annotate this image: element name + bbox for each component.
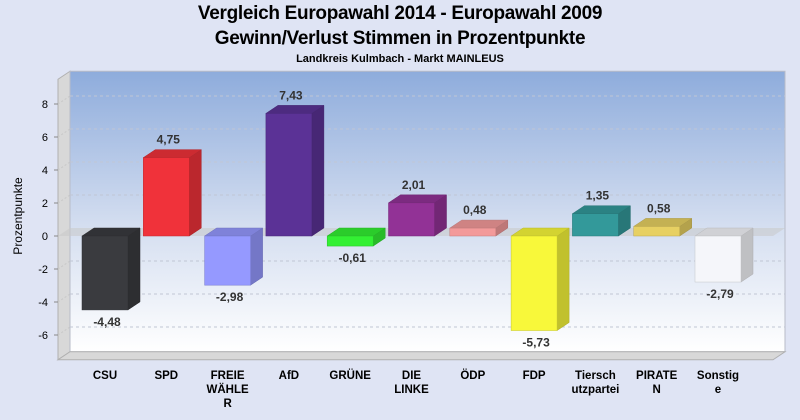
gridline-side — [57, 95, 71, 105]
value-label: 4,75 — [157, 133, 181, 147]
value-label: -4,48 — [93, 315, 121, 329]
value-label: -5,73 — [522, 336, 550, 350]
category-label: N — [653, 384, 661, 396]
bar-spd — [142, 149, 203, 237]
bar-sonstige — [694, 227, 754, 283]
category-label: e — [715, 384, 721, 396]
gridline-side — [57, 326, 71, 336]
y-tick-label: 4 — [42, 165, 48, 177]
bar-side — [311, 104, 325, 237]
bar-front — [265, 113, 313, 237]
chart-title: Vergleich Europawahl 2014 - Europawahl 2… — [197, 3, 603, 24]
bar-front — [143, 157, 190, 237]
gridline-side — [57, 161, 71, 171]
bar-piraten — [632, 217, 693, 237]
bar-front — [326, 235, 374, 247]
category-label: SPD — [154, 370, 178, 382]
y-tick-label: -6 — [38, 330, 48, 342]
bar-side — [127, 227, 141, 311]
bar-tierschutzpartei — [571, 205, 632, 237]
gridline-side — [57, 260, 71, 270]
category-label: Tiersch — [575, 370, 616, 382]
value-label: 7,43 — [279, 88, 303, 102]
category-label: LINKE — [394, 384, 429, 396]
bar-grüne — [326, 227, 387, 247]
bar-afd — [265, 104, 325, 237]
category-label: AfD — [279, 370, 299, 382]
y-tick-label: 8 — [42, 99, 48, 111]
y-tick-label: 6 — [42, 132, 48, 144]
bar-side — [189, 149, 202, 237]
side-wall — [57, 70, 71, 361]
y-tick-label: 2 — [42, 198, 48, 210]
bar-front — [633, 226, 680, 237]
chart-location: Landkreis Kulmbach - Markt MAINLEUS — [296, 53, 504, 65]
category-label: DIE — [402, 370, 422, 382]
value-label: -2,98 — [216, 290, 244, 304]
category-label: PIRATE — [636, 370, 678, 382]
category-label: utzpartei — [571, 384, 619, 396]
chart-subtitle: Gewinn/Verlust Stimmen in Prozentpunkte — [214, 28, 586, 49]
floor — [56, 351, 787, 361]
y-axis-ticks: 8 6 4 2 0 -2 -4 -6 — [38, 99, 58, 342]
bar-front — [388, 202, 435, 237]
category-label: Sonstig — [697, 370, 739, 382]
bar-side — [556, 227, 570, 332]
value-label: -2,79 — [706, 287, 734, 301]
value-label: -0,61 — [339, 251, 367, 265]
bar-ödp — [448, 219, 509, 237]
gridline-side — [57, 128, 71, 138]
y-axis-label: Prozentpunkte — [11, 177, 25, 255]
y-tick-label: -4 — [38, 297, 48, 309]
category-label: FREIE — [211, 370, 245, 382]
category-label: ÖDP — [460, 369, 485, 382]
gridline-side — [57, 293, 71, 303]
bar-freiewähler — [203, 227, 264, 286]
category-label: R — [223, 398, 232, 410]
gridlines — [57, 95, 785, 336]
bar-front — [572, 213, 619, 237]
bar-front — [694, 235, 742, 283]
y-tick-label: 0 — [42, 231, 48, 243]
bar-front — [204, 235, 251, 286]
value-label: 0,58 — [647, 201, 671, 215]
bar-front — [449, 227, 497, 237]
bar-side — [250, 227, 263, 286]
value-label: 2,01 — [402, 178, 426, 192]
category-label: CSU — [93, 370, 117, 382]
bar-csu — [81, 227, 141, 311]
bar-front — [81, 235, 129, 311]
value-label: 1,35 — [586, 189, 610, 203]
value-label: 0,48 — [463, 203, 487, 217]
bar-fdp — [510, 227, 570, 332]
bar-front — [510, 235, 558, 331]
gridline-side — [57, 194, 71, 204]
category-label: WÄHLE — [207, 383, 249, 396]
bars — [81, 104, 754, 332]
category-label: GRÜNE — [329, 369, 371, 382]
value-labels: -4,48 4,75 -2,98 7,43 -0,61 2,01 0,48 -5,73 1,35… — [93, 88, 734, 349]
y-tick-label: -2 — [38, 264, 48, 276]
bar-dielinke — [387, 194, 448, 237]
category-label: FDP — [523, 370, 546, 382]
bar-side — [740, 227, 754, 283]
